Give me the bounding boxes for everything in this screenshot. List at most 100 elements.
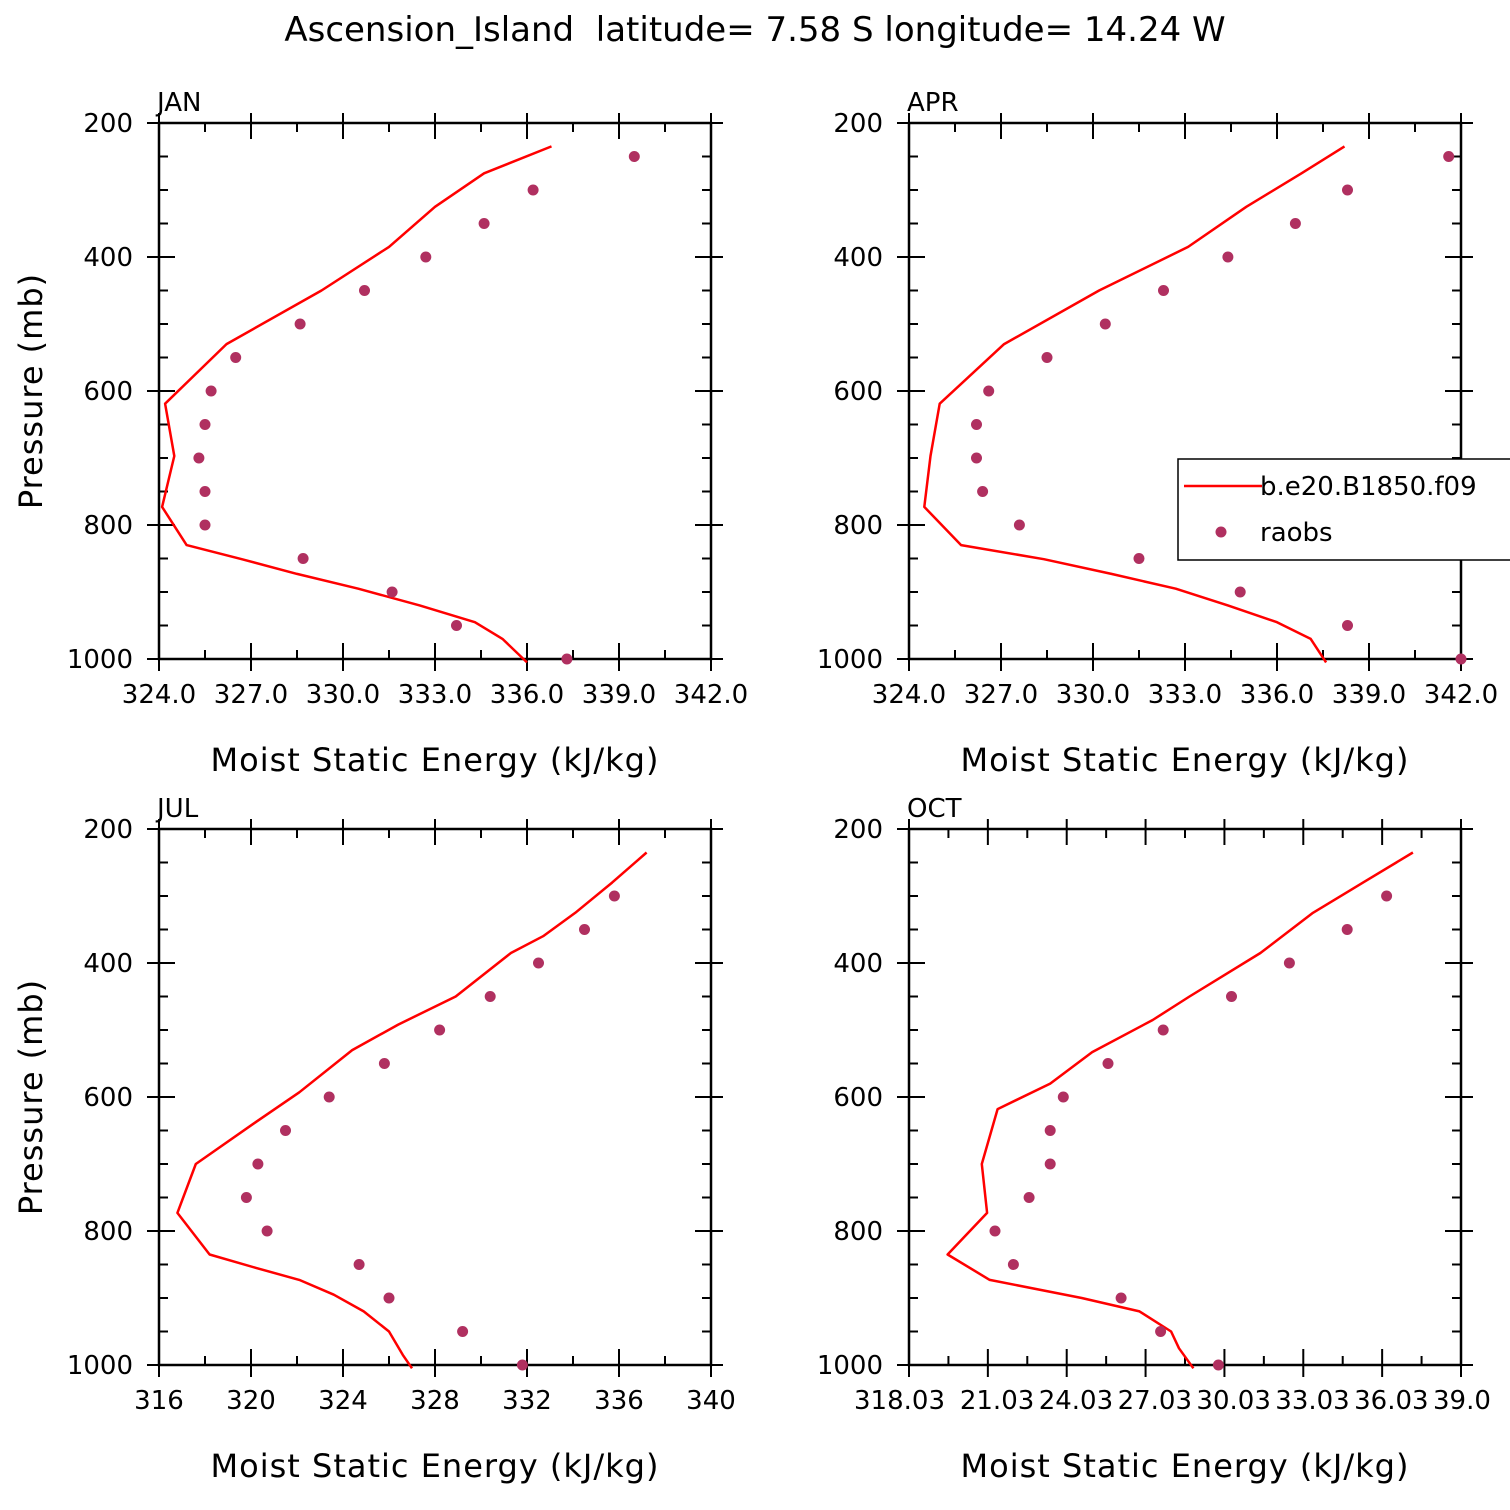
y-tick-label: 1000 [817,645,883,675]
y-tick-label: 600 [833,377,883,407]
panel-label: JAN [155,88,201,118]
x-tick-label: 320 [226,1386,276,1416]
panel-label: JUL [155,794,199,824]
x-axis-label: Moist Static Energy (kJ/kg) [961,741,1410,779]
data-point-raobs [297,553,309,564]
y-tick-label: 1000 [817,1351,883,1381]
legend-swatch-dot [1215,526,1227,538]
data-point-raobs [434,1024,446,1036]
x-tick-label: 39.0 [1433,1386,1491,1416]
legend: b.e20.B1850.f09 raobs [1177,458,1510,561]
panel-oct: OCT 200 400 600 800 1000 318.03 21.03 24.03 27.03… [817,794,1491,1485]
x-tick-label: 327.0 [964,680,1038,710]
y-tick-label: 800 [83,511,133,541]
plot-frame [157,827,713,1367]
x-tick-label: 318.03 [854,1386,945,1416]
data-point-raobs [1013,519,1025,531]
data-point-raobs [261,1225,273,1237]
panel-label: OCT [907,794,962,824]
data-point-raobs [280,1125,291,1136]
series-line-model [923,145,1346,664]
data-point-raobs [383,1292,395,1304]
x-tick-label: 336.0 [490,680,564,710]
figure-title: Ascension_Island latitude= 7.58 S longit… [284,10,1226,50]
x-tick-label: 333.0 [1148,680,1222,710]
y-tick-label: 600 [83,1083,133,1113]
data-point-raobs [1099,318,1111,330]
y-tick-label: 600 [833,1083,883,1113]
data-point-raobs [1342,184,1353,196]
x-axis-label: Moist Static Energy (kJ/kg) [961,1447,1410,1485]
x-tick-label: 316 [134,1386,184,1416]
y-tick-label: 400 [833,243,883,273]
x-tick-label: 339.0 [1332,680,1406,710]
plot-frame [157,121,713,661]
data-point-raobs [359,285,370,296]
x-tick-label: 21.03 [960,1386,1034,1416]
data-point-raobs [1115,1292,1127,1304]
data-point-raobs [1222,251,1234,263]
data-point-raobs [1341,924,1353,935]
data-point-raobs [1007,1259,1019,1270]
data-point-raobs [386,586,398,598]
data-point-raobs [527,184,539,196]
x-tick-label: 324.0 [122,680,196,710]
x-tick-label: 24.03 [1039,1386,1113,1416]
panel-label: APR [907,88,959,118]
plot-frame [907,827,1463,1367]
data-point-raobs [1102,1058,1114,1069]
data-point-raobs [579,924,590,935]
y-tick-label: 200 [833,815,883,845]
data-point-raobs [1289,218,1301,229]
y-tick-label: 600 [83,377,133,407]
data-point-raobs [516,1359,528,1371]
x-tick-label: 333.0 [398,680,472,710]
data-point-raobs [199,486,211,497]
y-tick-label: 800 [833,511,883,541]
plot-data [946,851,1414,1371]
y-tick-label: 800 [83,1217,133,1247]
data-point-raobs [378,1058,390,1069]
data-point-raobs [478,218,490,229]
data-point-raobs [1226,991,1237,1002]
data-point-raobs [971,452,982,464]
data-point-raobs [1057,1091,1069,1103]
data-point-raobs [240,1192,252,1203]
x-tick-label: 30.03 [1196,1386,1270,1416]
data-point-raobs [983,385,995,397]
legend-box [1177,458,1510,561]
data-point-raobs [353,1259,365,1270]
x-tick-label: 27.03 [1118,1386,1192,1416]
y-tick-label: 400 [83,949,133,979]
legend-label-raobs: raobs [1260,518,1333,548]
panel-jan: JAN 200 400 600 800 1000 324.0 327.0 330.0 333.0 3… [12,88,748,779]
x-tick-label: 324.0 [872,680,946,710]
data-point-raobs [608,890,620,902]
x-tick-label: 336.0 [1240,680,1314,710]
data-point-raobs [971,419,982,430]
x-tick-label: 327.0 [214,680,288,710]
data-point-raobs [199,419,211,430]
data-point-raobs [1342,620,1353,631]
x-tick-label: 339.0 [582,680,656,710]
data-point-raobs [1212,1359,1224,1371]
data-point-raobs [1283,957,1295,969]
y-tick-label: 200 [83,109,133,139]
data-point-raobs [1158,285,1169,296]
y-tick-label: 400 [833,949,883,979]
data-point-raobs [205,385,217,397]
data-point-raobs [457,1326,469,1337]
x-axis-label: Moist Static Energy (kJ/kg) [211,741,660,779]
plot-data [923,145,1467,665]
data-point-raobs [1155,1326,1167,1337]
data-point-raobs [230,352,242,363]
data-point-raobs [1023,1192,1035,1203]
x-tick-label: 36.03 [1354,1386,1428,1416]
data-point-raobs [533,957,544,969]
plot-data [176,851,648,1371]
plot-data [160,145,640,665]
x-tick-label: 332 [502,1386,552,1416]
data-point-raobs [294,318,306,330]
y-tick-label: 1000 [67,645,133,675]
